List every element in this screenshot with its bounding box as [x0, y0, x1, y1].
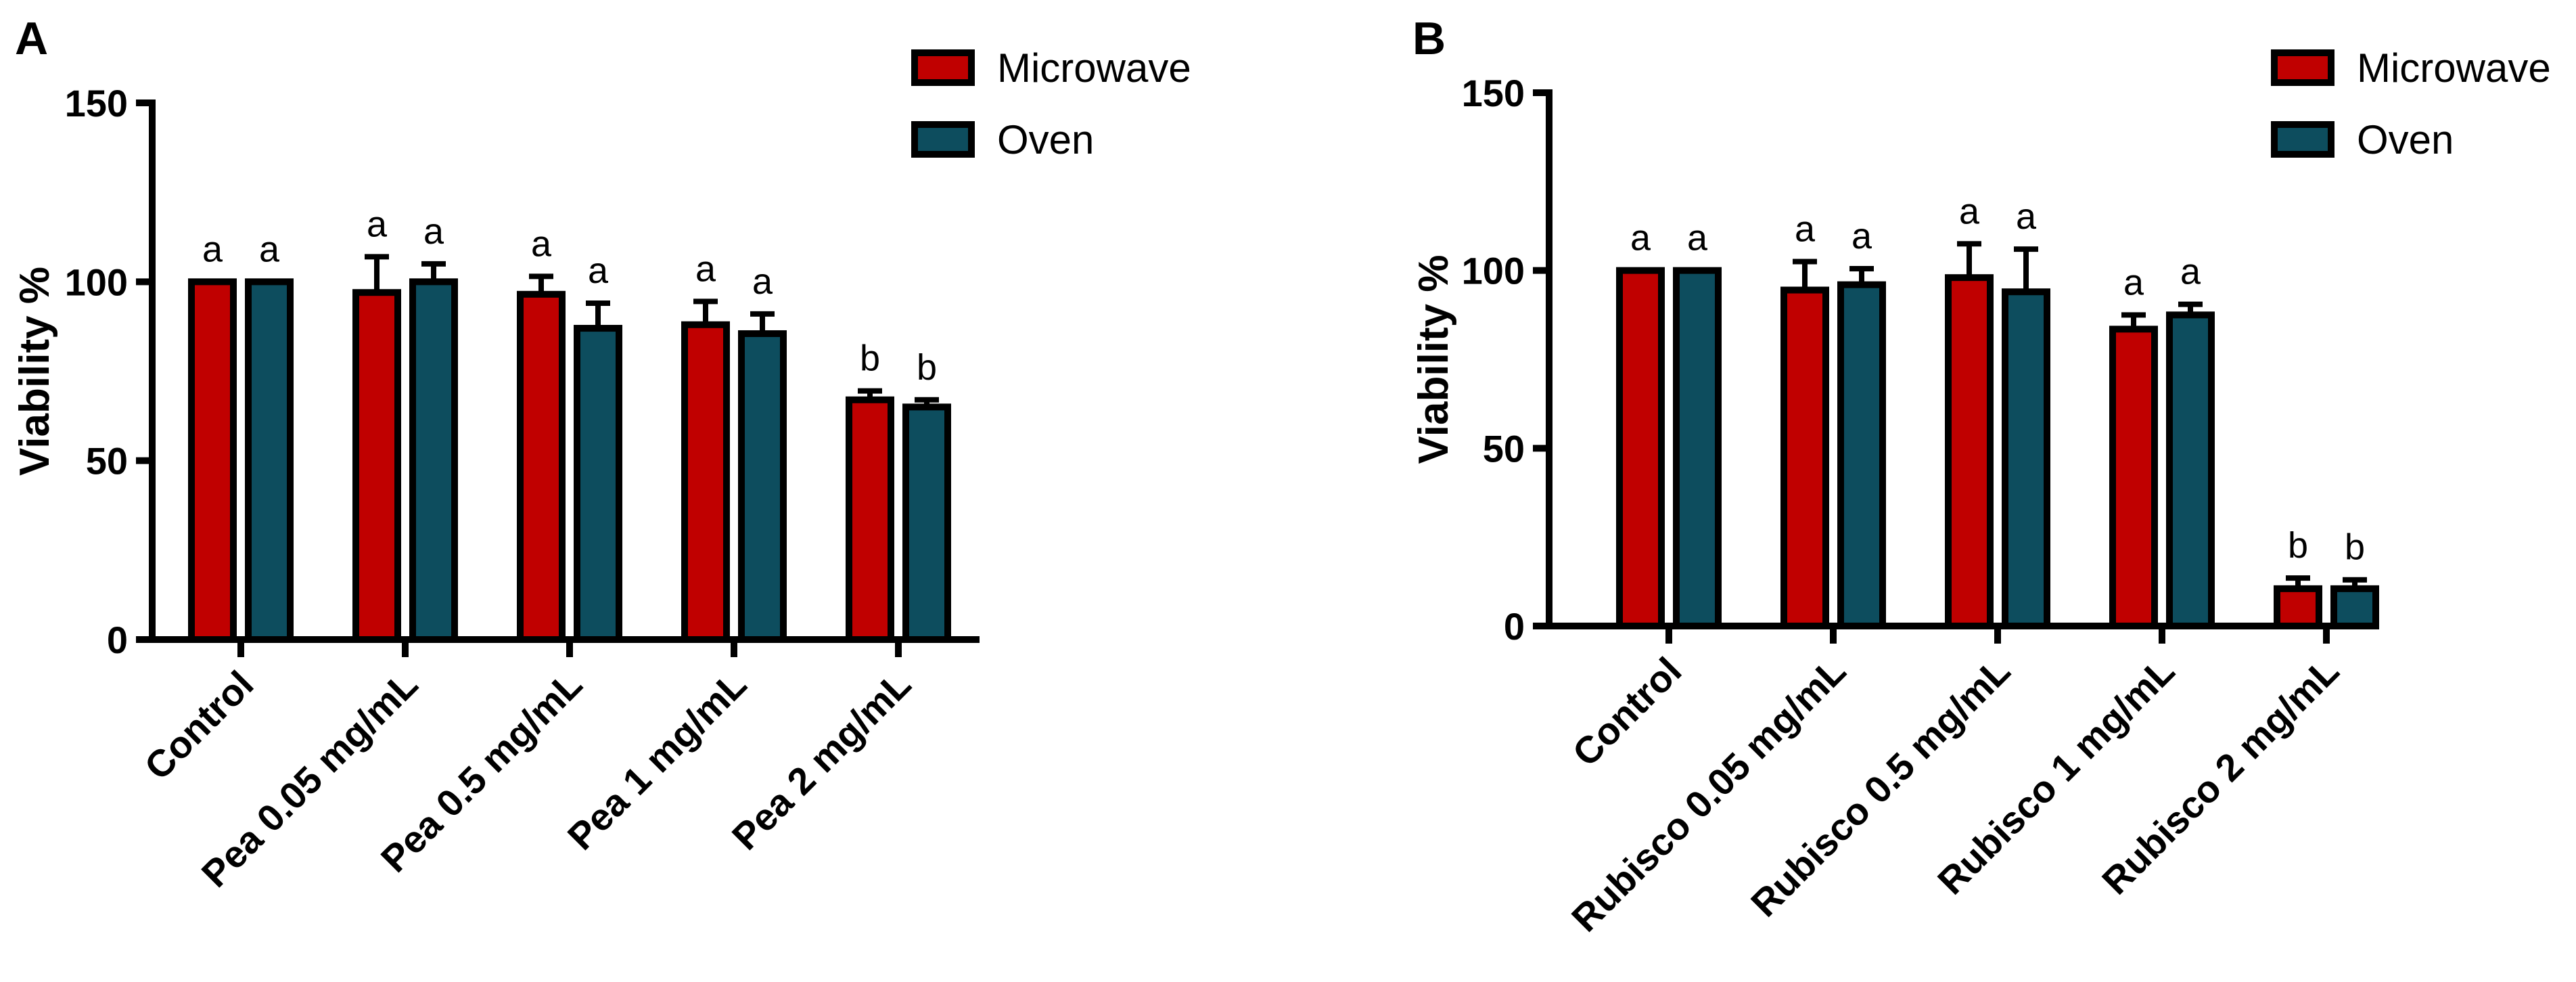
- significance-label: a: [752, 261, 773, 302]
- significance-label: b: [917, 347, 937, 388]
- significance-label: a: [202, 229, 223, 269]
- significance-label: a: [423, 211, 444, 252]
- bar-microwave: [1780, 286, 1829, 629]
- significance-label: a: [2123, 262, 2144, 303]
- bar-microwave: [846, 396, 894, 643]
- legend-swatch-oven: [2271, 121, 2334, 158]
- bar-microwave: [188, 278, 237, 644]
- panel-letter: B: [1412, 13, 1446, 64]
- bar-oven: [245, 278, 294, 644]
- bar-microwave: [2274, 585, 2322, 630]
- legend-label: Microwave: [2357, 45, 2551, 91]
- legend-swatch-microwave: [911, 49, 975, 86]
- significance-label: a: [695, 248, 716, 289]
- significance-label: b: [860, 338, 880, 379]
- bar-oven: [1673, 267, 1722, 629]
- bar-oven: [2330, 585, 2379, 630]
- bar-oven: [574, 325, 622, 643]
- bar-oven: [1837, 281, 1886, 629]
- bar-oven: [2166, 311, 2215, 629]
- significance-label: a: [1687, 218, 1708, 259]
- bar-microwave: [1945, 274, 1994, 629]
- y-axis-label: Viability %: [1410, 255, 1457, 464]
- significance-label: a: [1959, 191, 1980, 231]
- bar-microwave: [352, 289, 401, 643]
- panel-letter: A: [15, 13, 48, 64]
- bar-oven: [738, 330, 787, 643]
- legend-label: Oven: [2357, 117, 2454, 162]
- y-tick-label: 50: [1483, 427, 1525, 470]
- bar-microwave: [517, 290, 566, 643]
- y-tick-label: 100: [65, 261, 128, 303]
- bar-microwave: [1616, 267, 1665, 629]
- significance-label: b: [2345, 527, 2365, 568]
- y-tick-label: 100: [1462, 250, 1525, 292]
- bar-microwave: [2109, 326, 2158, 629]
- y-tick-label: 50: [86, 440, 128, 483]
- y-axis-label: Viability %: [12, 267, 58, 476]
- significance-label: a: [1630, 218, 1651, 259]
- significance-label: a: [531, 223, 552, 264]
- x-tick-label: Rubisco 0.05 mg/mL: [1563, 649, 1854, 940]
- significance-label: a: [2180, 252, 2201, 292]
- significance-label: a: [2016, 196, 2037, 237]
- bar-microwave: [681, 321, 730, 643]
- significance-label: b: [2288, 525, 2308, 566]
- legend-swatch-oven: [911, 121, 975, 158]
- significance-label: a: [367, 204, 388, 244]
- y-tick-label: 150: [1462, 72, 1525, 114]
- bar-oven: [2002, 288, 2050, 629]
- legend-swatch-microwave: [2271, 49, 2334, 86]
- legend-label: Oven: [997, 117, 1094, 162]
- y-tick-label: 0: [1504, 605, 1525, 648]
- bar-oven: [409, 278, 458, 644]
- y-tick-label: 0: [107, 619, 128, 661]
- legend-label: Microwave: [997, 45, 1191, 91]
- y-tick-label: 150: [65, 82, 128, 125]
- significance-label: a: [259, 229, 280, 269]
- significance-label: a: [1852, 216, 1872, 256]
- x-tick-label: Control: [136, 663, 261, 788]
- significance-label: a: [588, 250, 609, 291]
- x-tick-label: Control: [1564, 649, 1689, 774]
- significance-label: a: [1795, 209, 1816, 250]
- bar-oven: [902, 403, 951, 643]
